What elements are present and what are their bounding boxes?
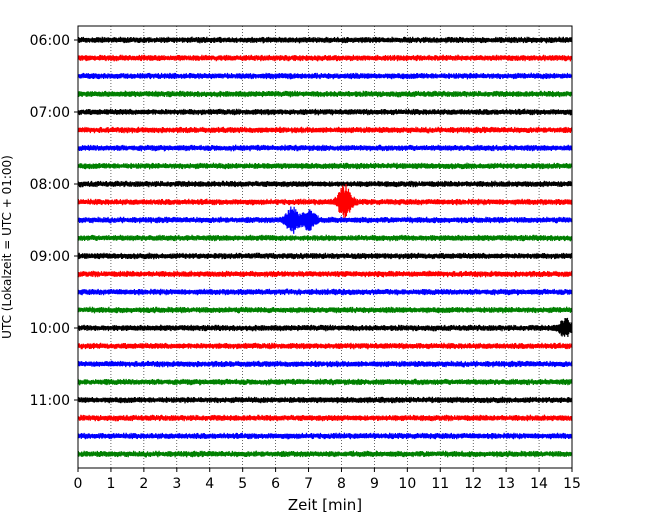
seismogram-trace <box>77 126 573 134</box>
x-axis-label: Zeit [min] <box>288 496 362 514</box>
x-tick-label: 7 <box>304 476 313 492</box>
x-tick-label: 0 <box>74 476 83 492</box>
x-tick-label: 11 <box>431 476 449 492</box>
x-tick-label: 15 <box>563 476 581 492</box>
seismogram-trace <box>77 414 573 422</box>
seismogram-trace <box>77 90 573 98</box>
y-tick-label: 08:00 <box>30 177 70 193</box>
y-axis-ticks: 06:00 07:00 08:00 09:00 10:00 11:00 <box>30 33 78 409</box>
y-axis-label: UTC (Lokalzeit = UTC + 01:00) <box>0 155 14 339</box>
seismogram-trace <box>77 36 573 44</box>
seismogram-trace <box>77 342 573 350</box>
x-tick-label: 8 <box>337 476 346 492</box>
seismogram-trace <box>77 396 573 404</box>
y-tick-label: 11:00 <box>30 393 70 409</box>
x-tick-label: 1 <box>106 476 115 492</box>
y-tick-label: 06:00 <box>30 33 70 49</box>
seismogram-trace <box>77 206 573 234</box>
x-tick-label: 5 <box>238 476 247 492</box>
x-tick-label: 2 <box>139 476 148 492</box>
x-tick-label: 12 <box>464 476 482 492</box>
x-tick-label: 4 <box>205 476 214 492</box>
seismogram-trace <box>77 108 573 116</box>
traces <box>77 36 573 458</box>
x-tick-label: 6 <box>271 476 280 492</box>
x-tick-label: 14 <box>530 476 548 492</box>
seismogram-trace <box>77 184 573 219</box>
y-tick-label: 09:00 <box>30 249 70 265</box>
seismogram-trace <box>77 378 573 386</box>
seismogram-trace <box>77 317 573 337</box>
seismogram-trace <box>77 54 573 62</box>
seismogram-trace <box>77 234 573 242</box>
plot-frame <box>77 25 573 469</box>
seismogram-trace <box>77 144 573 152</box>
x-tick-label: 10 <box>398 476 416 492</box>
seismogram-trace <box>77 270 573 278</box>
seismogram-trace <box>77 360 573 368</box>
seismogram-trace <box>77 252 573 260</box>
seismogram-trace <box>77 72 573 80</box>
y-tick-label: 07:00 <box>30 105 70 121</box>
seismogram-trace <box>77 432 573 440</box>
plot-area <box>78 26 572 468</box>
x-tick-label: 13 <box>497 476 515 492</box>
x-axis-ticks: 0 1 2 3 4 5 6 7 8 9 10 11 12 13 14 15 <box>74 468 581 492</box>
seismogram-trace <box>77 162 573 170</box>
x-tick-label: 9 <box>370 476 379 492</box>
seismogram-trace <box>77 288 573 296</box>
y-tick-label: 10:00 <box>30 321 70 337</box>
seismogram-trace <box>77 306 573 314</box>
seismogram-trace <box>77 180 573 188</box>
x-tick-label: 3 <box>172 476 181 492</box>
seismogram-trace <box>77 450 573 458</box>
